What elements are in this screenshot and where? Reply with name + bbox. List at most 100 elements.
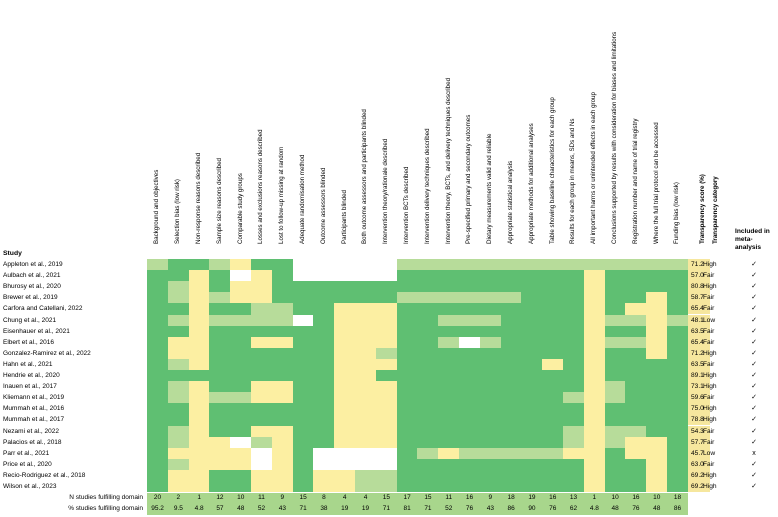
domain-cell: [375, 270, 397, 282]
domain-cell: [479, 392, 501, 404]
domain-cell: [313, 392, 335, 404]
domain-cell: [542, 447, 564, 460]
transparency-category: High: [703, 283, 717, 291]
domain-cell: [375, 436, 397, 448]
domain-cell: [147, 436, 169, 448]
domain-cell: [355, 358, 377, 371]
domain-cell: [604, 270, 626, 282]
domain-cell: [147, 281, 169, 293]
domain-cell: [625, 458, 647, 471]
domain-cell: [396, 447, 418, 460]
domain-cell: [334, 436, 356, 448]
domain-cell: [500, 414, 522, 426]
domain-cell: [396, 481, 418, 493]
domain-cell: [375, 358, 397, 371]
domain-cell: [604, 458, 626, 471]
domain-cell: [167, 325, 189, 337]
domain-cell: [209, 436, 231, 448]
n-studies-value: 16: [459, 493, 481, 504]
n-studies-value: 10: [646, 493, 668, 504]
domain-cell: [583, 314, 605, 326]
domain-cell: [459, 425, 481, 437]
transparency-score: 89.1: [688, 370, 710, 382]
domain-cell: [500, 270, 522, 282]
domain-cell: [583, 347, 605, 360]
domain-cell: [271, 425, 293, 437]
domain-cell: [230, 336, 252, 349]
domain-cell: [375, 381, 397, 393]
domain-cell: [521, 325, 543, 337]
domain-cell: [542, 481, 564, 493]
domain-cell: [625, 481, 647, 493]
domain-cell: [459, 259, 481, 271]
domain-cell: [396, 259, 418, 271]
domain-cell: [209, 292, 231, 304]
domain-cell: [292, 469, 314, 482]
domain-cell: [334, 469, 356, 482]
transparency-category: High: [703, 405, 717, 413]
domain-cell: [417, 469, 439, 482]
domain-cell: [479, 414, 501, 426]
domain-cell: [209, 314, 231, 326]
domain-cell: [292, 314, 314, 326]
transparency-score: 57.7: [688, 436, 710, 448]
domain-cell: [375, 403, 397, 415]
domain-cell: [583, 447, 605, 460]
domain-cell: [251, 358, 273, 371]
domain-cell: [646, 358, 668, 371]
domain-cell: [646, 325, 668, 337]
domain-cell: [438, 425, 460, 437]
domain-cell: [646, 425, 668, 437]
domain-cell: [667, 259, 689, 271]
transparency-category: Low: [703, 449, 716, 457]
domain-cell: [292, 325, 314, 337]
pct-studies-value: 9.5: [167, 504, 189, 515]
domain-cell: [147, 381, 169, 393]
domain-cell: [459, 336, 481, 349]
study-name: Hahn et al., 2021: [3, 360, 53, 368]
included-mark: ✓: [751, 327, 757, 335]
domain-cell: [542, 425, 564, 437]
n-studies-value: 18: [500, 493, 522, 504]
domain-cell: [500, 281, 522, 293]
domain-cell: [459, 347, 481, 360]
domain-cell: [375, 414, 397, 426]
domain-cell: [583, 481, 605, 493]
domain-cell: [147, 314, 169, 326]
study-name: Aulbach et al., 2021: [3, 272, 61, 280]
domain-cell: [188, 292, 210, 304]
pct-studies-value: 52: [251, 504, 273, 515]
domain-cell: [521, 370, 543, 382]
included-mark: ✓: [751, 372, 757, 379]
domain-cell: [521, 270, 543, 282]
domain-cell: [625, 469, 647, 482]
study-name: Inauen et al., 2017: [3, 383, 57, 391]
domain-cell: [417, 436, 439, 448]
domain-cell: [563, 314, 585, 326]
domain-cell: [230, 303, 252, 315]
domain-cell: [271, 358, 293, 371]
domain-cell: [271, 403, 293, 415]
domain-cell: [334, 347, 356, 360]
domain-cell: [417, 403, 439, 415]
pct-studies-value: 76: [459, 504, 481, 515]
transparency-category: High: [703, 483, 717, 490]
domain-cell: [251, 325, 273, 337]
included-mark: ✓: [751, 261, 757, 268]
domain-cell: [147, 481, 169, 493]
domain-cell: [604, 392, 626, 404]
domain-cell: [313, 336, 335, 349]
domain-cell: [251, 425, 273, 437]
domain-cell: [188, 469, 210, 482]
domain-cell: [355, 347, 377, 360]
domain-cell: [417, 281, 439, 293]
domain-cell: [646, 469, 668, 482]
domain-cell: [667, 403, 689, 415]
domain-cell: [646, 370, 668, 382]
domain-cell: [438, 314, 460, 326]
pct-studies-value: 48: [230, 504, 252, 515]
domain-cell: [375, 458, 397, 471]
domain-cell: [313, 347, 335, 360]
domain-cell: [147, 469, 169, 482]
domain-cell: [355, 481, 377, 493]
